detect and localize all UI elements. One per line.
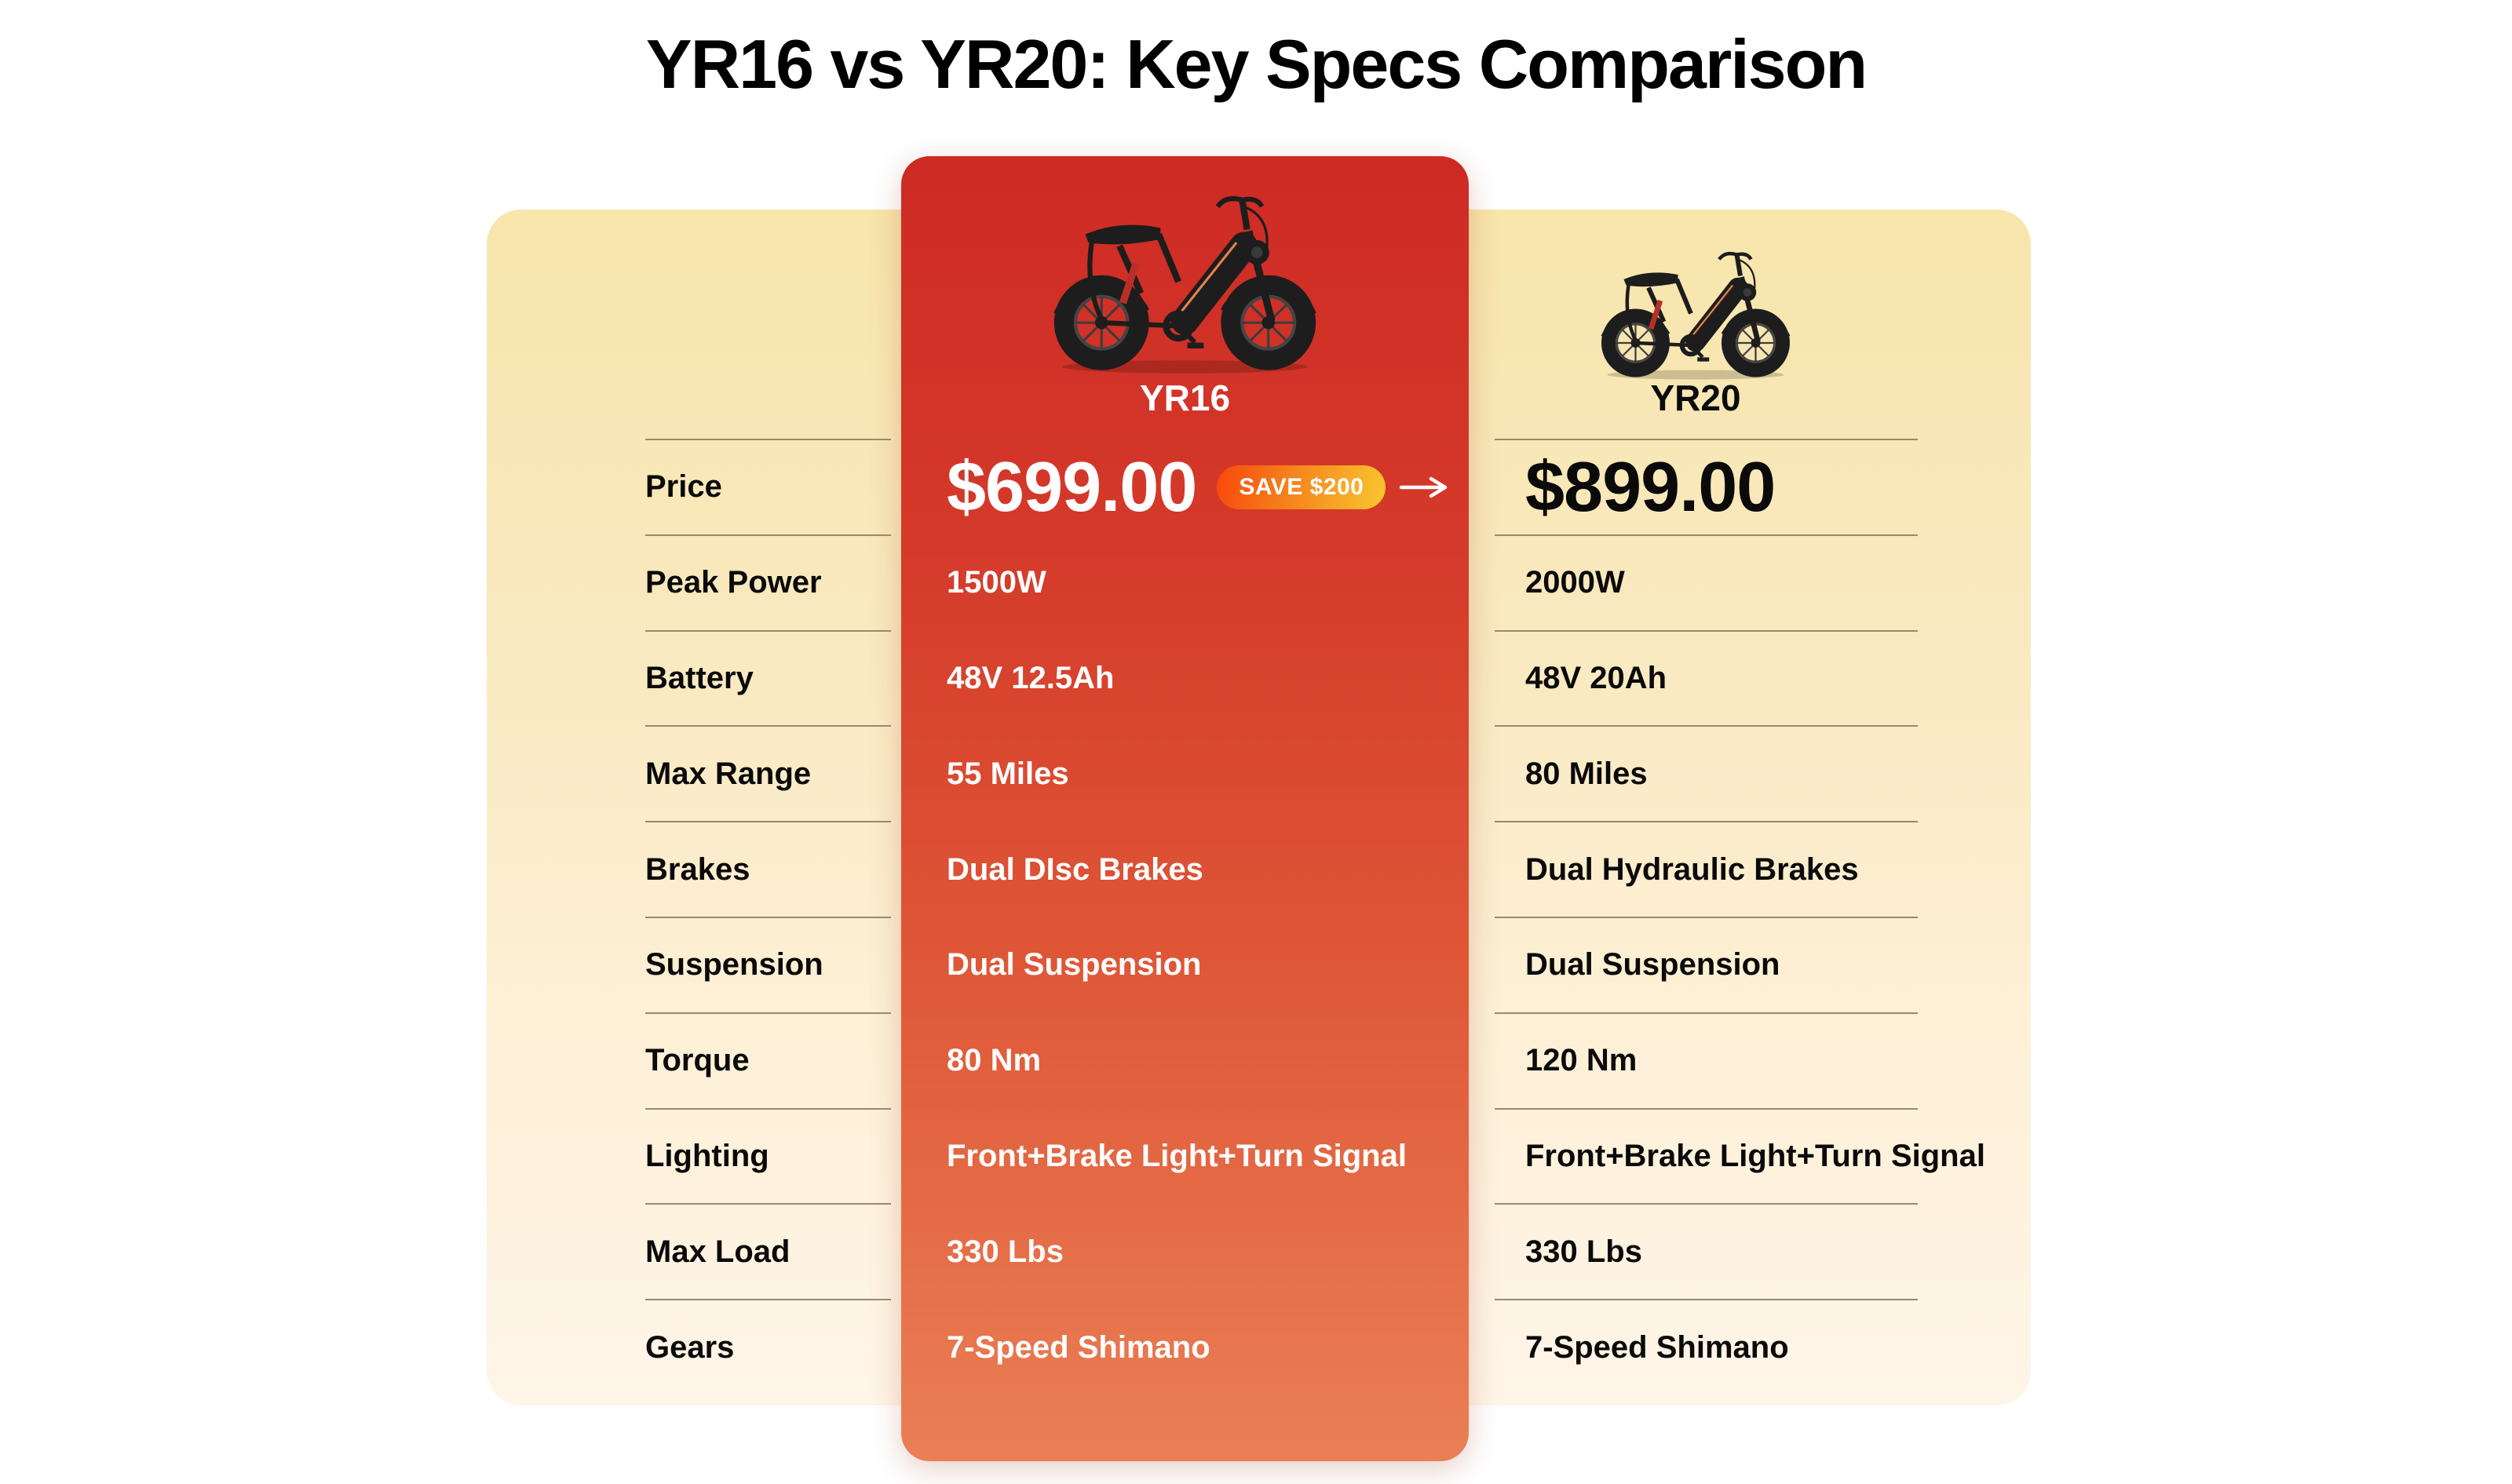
yr16-value: 7-Speed Shimano [947,1329,1210,1365]
spec-label: Gears [645,1329,735,1365]
spec-label: Suspension [645,947,823,983]
yr20-value: 7-Speed Shimano [1525,1329,1789,1365]
yr16-value: 330 Lbs [947,1234,1064,1269]
spec-label: Max Range [645,756,812,791]
spec-label: Price [645,469,722,505]
save-badge: SAVE $200 [1217,465,1386,509]
spec-label: Lighting [645,1138,769,1173]
yr20-price-cell: $899.00 [1469,452,1918,523]
yr16-value: 48V 12.5Ah [947,660,1115,695]
yr20-value: 2000W [1525,565,1625,600]
spec-row-battery: Battery 48V 12.5Ah 48V 20Ah [645,629,1918,727]
spec-row-torque: Torque 80 Nm 120 Nm [645,1012,1918,1109]
yr16-highlight-column [901,156,1469,1461]
spec-table: Price $699.00 SAVE $200 $899.00 Peak Pow… [645,439,1985,1395]
spec-row-brakes: Brakes Dual DIsc Brakes Dual Hydraulic B… [645,821,1918,917]
yr16-price-cell: $699.00 SAVE $200 [901,452,1469,523]
spec-row-lighting: Lighting Front+Brake Light+Turn Signal F… [645,1107,1985,1205]
spec-label: Brakes [645,851,750,887]
yr16-value: 55 Miles [947,756,1069,791]
yr16-value: 1500W [947,565,1046,600]
yr20-price: $899.00 [1525,447,1776,527]
yr20-product-name: YR20 [1650,377,1741,418]
spec-label: Battery [645,660,754,695]
yr20-value: 48V 20Ah [1525,660,1667,695]
yr20-value: 80 Miles [1525,756,1648,791]
spec-label: Torque [645,1043,750,1078]
yr20-value: 120 Nm [1525,1043,1638,1078]
yr16-value: 80 Nm [947,1043,1042,1078]
spec-row-max-range: Max Range 55 Miles 80 Miles [645,725,1918,822]
spec-row-gears: Gears 7-Speed Shimano 7-Speed Shimano [645,1299,1918,1395]
spec-label: Max Load [645,1234,790,1269]
yr16-price: $699.00 [947,447,1197,527]
spec-label: Peak Power [645,565,822,600]
yr16-product-name: YR16 [1139,377,1231,418]
yr16-bike-image [1038,182,1332,378]
yr16-value: Dual Suspension [947,947,1202,983]
yr16-value: Dual DIsc Brakes [947,851,1203,887]
yr20-value: 330 Lbs [1525,1234,1642,1269]
right-arrow-icon [1400,476,1448,498]
yr16-value: Front+Brake Light+Turn Signal [947,1138,1407,1173]
spec-row-max-load: Max Load 330 Lbs 330 Lbs [645,1203,1918,1300]
yr20-value: Dual Hydraulic Brakes [1525,851,1859,887]
page-title: YR16 vs YR20: Key Specs Comparison [645,25,1868,103]
spec-row-peak-power: Peak Power 1500W 2000W [645,534,1918,631]
spec-row-suspension: Suspension Dual Suspension Dual Suspensi… [645,916,1918,1013]
yr20-bike-image [1590,242,1802,383]
yr20-value: Dual Suspension [1525,947,1780,983]
spec-row-price: Price $699.00 SAVE $200 $899.00 [645,439,1918,535]
yr20-value: Front+Brake Light+Turn Signal [1525,1138,1985,1173]
